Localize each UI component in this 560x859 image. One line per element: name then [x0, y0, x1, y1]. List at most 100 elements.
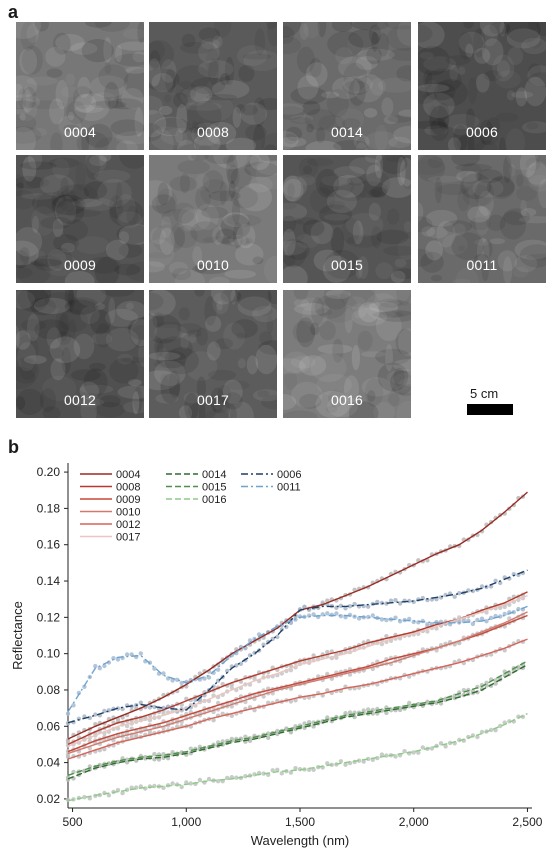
measurement-point [338, 614, 344, 619]
sample-texture [283, 22, 411, 150]
measurement-point [384, 710, 389, 716]
measurement-point [124, 652, 130, 657]
measurement-point [152, 704, 157, 710]
sample-id-label: 0009 [64, 257, 96, 273]
measurement-point [138, 700, 143, 705]
y-axis-title: Reflectance [10, 601, 25, 670]
measurement-point [156, 757, 162, 762]
measurement-point [447, 740, 453, 746]
scale-bar-label: 5 cm [470, 386, 499, 401]
measurement-point [343, 762, 348, 767]
measurement-point [311, 653, 316, 658]
sample-image-tile: 0010 [149, 155, 277, 283]
measurement-point [470, 621, 476, 627]
sample-id-label: 0011 [466, 257, 498, 273]
measurement-point [279, 627, 284, 632]
sample-image-tile: 0015 [283, 155, 411, 283]
sample-image-tile: 0016 [283, 290, 411, 418]
sample-id-label: 0008 [197, 124, 229, 140]
measurement-point [366, 604, 371, 609]
measurement-point [97, 666, 103, 671]
measurement-point [93, 712, 98, 717]
measurement-point [366, 707, 371, 712]
measurement-point [225, 775, 230, 781]
measurement-point [152, 666, 157, 671]
legend-label: 0012 [116, 519, 140, 531]
measurement-point [270, 768, 275, 773]
measurement-point [434, 648, 439, 653]
measurement-point [184, 780, 189, 785]
measurement-point [311, 720, 316, 725]
measurement-point [82, 795, 87, 800]
measurement-point [279, 771, 284, 776]
measurement-point [425, 699, 430, 704]
measurement-point [479, 584, 485, 589]
measurement-point [229, 713, 234, 718]
y-tick-label: 0.12 [37, 610, 61, 624]
measurement-point [65, 711, 71, 716]
measurement-point [452, 594, 457, 599]
measurement-point [325, 649, 330, 655]
y-tick-label: 0.14 [37, 574, 61, 588]
measurement-point [498, 723, 503, 729]
measurement-point [343, 711, 348, 716]
measurement-point [179, 784, 184, 790]
sample-image-tile: 0017 [149, 290, 277, 418]
legend-label: 0004 [116, 469, 140, 481]
series-line [67, 660, 528, 776]
sample-id-label: 0006 [466, 124, 498, 140]
measurement-point [498, 580, 503, 586]
measurement-point [93, 663, 98, 669]
measurement-point [411, 750, 416, 755]
sample-id-label: 0012 [64, 392, 96, 408]
measurement-point [275, 767, 280, 772]
x-tick-label: 2,000 [399, 815, 429, 829]
measurement-point [102, 708, 107, 714]
scale-bar [467, 404, 513, 415]
legend-label: 0011 [277, 482, 301, 494]
legend-label: 0015 [202, 482, 226, 494]
measurement-point [502, 604, 507, 610]
y-tick-label: 0.20 [37, 465, 61, 479]
measurement-point [493, 578, 498, 583]
measurement-point [193, 697, 198, 703]
sample-id-label: 0014 [331, 124, 363, 140]
measurement-point [120, 790, 125, 796]
measurement-point [347, 604, 353, 609]
measurement-point [238, 661, 244, 666]
measurement-point [329, 612, 334, 617]
measurement-point [457, 640, 462, 646]
measurement-point [206, 776, 212, 782]
sample-texture [149, 155, 277, 283]
measurement-point [106, 793, 112, 798]
sample-texture [283, 155, 411, 283]
legend-label: 0010 [116, 507, 140, 519]
legend-label: 0009 [116, 494, 140, 506]
measurement-point [361, 708, 366, 713]
sample-id-label: 0004 [64, 124, 96, 140]
measurement-point [87, 764, 93, 769]
measurement-point [76, 690, 82, 696]
x-tick-label: 2,500 [512, 815, 542, 829]
measurement-point [366, 756, 371, 762]
y-tick-label: 0.16 [37, 538, 61, 552]
measurement-point [407, 700, 412, 706]
sample-image-tile: 0014 [283, 22, 411, 150]
measurement-point [443, 744, 448, 749]
measurement-point [152, 751, 157, 757]
measurement-point [234, 775, 239, 780]
sample-texture [418, 22, 546, 150]
measurement-point [252, 708, 257, 713]
measurement-point [370, 613, 375, 618]
y-tick-label: 0.08 [37, 683, 61, 697]
measurement-point [225, 668, 230, 673]
sample-image-tile: 0008 [149, 22, 277, 150]
panel-b-label: b [8, 437, 19, 457]
measurement-point [197, 777, 203, 783]
y-tick-label: 0.02 [37, 792, 61, 806]
x-tick-label: 500 [63, 815, 83, 829]
measurement-point [143, 786, 148, 791]
sample-texture [418, 155, 546, 283]
sample-texture [149, 290, 277, 418]
measurement-point [325, 611, 330, 616]
